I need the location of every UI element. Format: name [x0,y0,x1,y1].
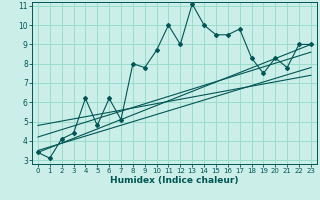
X-axis label: Humidex (Indice chaleur): Humidex (Indice chaleur) [110,176,239,185]
